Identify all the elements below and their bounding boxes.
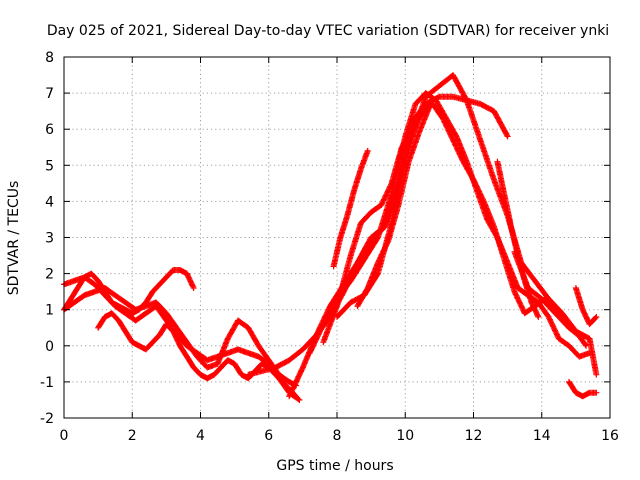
chart-title: Day 025 of 2021, Sidereal Day-to-day VTE… (47, 23, 609, 39)
series-markers (572, 285, 600, 328)
x-tick-label: 12 (465, 428, 483, 444)
series-track-9 (330, 147, 371, 270)
y-tick-label: 5 (45, 158, 54, 174)
y-axis-label: SDTVAR / TECUs (6, 181, 22, 296)
series-track-1 (61, 267, 197, 317)
x-tick-label: 2 (128, 428, 137, 444)
x-tick-label: 0 (60, 428, 69, 444)
series-markers (330, 147, 371, 270)
series-track-11 (354, 104, 433, 310)
y-tick-label: 4 (45, 194, 54, 210)
x-tick-label: 10 (396, 428, 414, 444)
series-track-14 (572, 285, 600, 328)
y-tick-label: 2 (45, 267, 54, 283)
y-tick-label: -2 (40, 411, 54, 427)
series-markers (566, 378, 600, 400)
grid (64, 57, 610, 418)
series-markers (354, 104, 433, 310)
x-tick-label: 6 (264, 428, 273, 444)
series-track-13 (566, 378, 600, 400)
y-tick-label: 6 (45, 122, 54, 138)
x-tick-label: 8 (333, 428, 342, 444)
y-tick-label: -1 (40, 375, 54, 391)
x-tick-label: 16 (601, 428, 619, 444)
y-tick-label: 7 (45, 86, 54, 102)
series-markers (61, 267, 197, 317)
series-track-15 (511, 248, 586, 342)
series-markers (511, 248, 586, 342)
data-points (61, 72, 600, 403)
x-tick-label: 14 (533, 428, 551, 444)
y-tick-label: 3 (45, 231, 54, 247)
x-axis-label: GPS time / hours (276, 458, 393, 474)
y-tick-label: 8 (45, 50, 54, 66)
y-tick-label: 0 (45, 339, 54, 355)
x-tick-label: 4 (196, 428, 205, 444)
y-tick-label: 1 (45, 303, 54, 319)
